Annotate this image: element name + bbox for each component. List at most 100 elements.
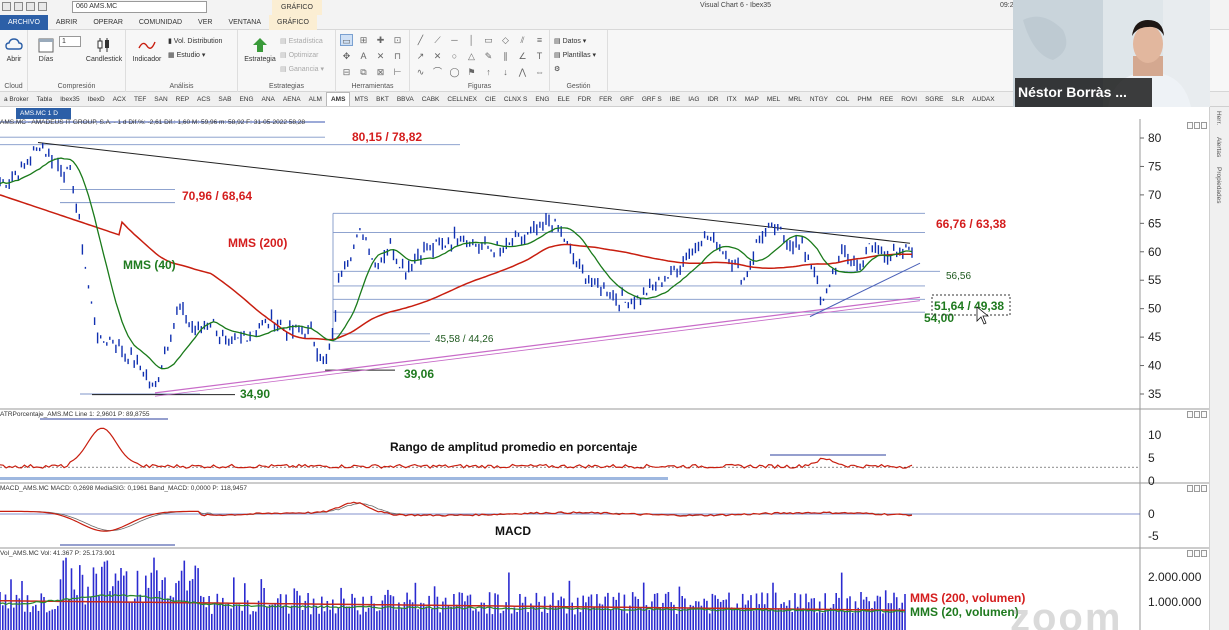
close-icon[interactable] [1201, 122, 1207, 129]
menu-ver[interactable]: VER [198, 19, 213, 26]
menu-grafico[interactable]: GRÁFICO [269, 15, 317, 30]
symbol-tab[interactable]: COL [835, 96, 850, 103]
symbol-tab[interactable]: GRF [620, 96, 634, 103]
hand-tool-icon[interactable]: ✥ [342, 51, 351, 61]
symbol-tab[interactable]: GRF S [641, 96, 662, 103]
symbol-tab[interactable]: CIE [485, 96, 496, 103]
menu-ventana[interactable]: VENTANA [228, 19, 261, 26]
symbol-tab[interactable]: IBE [669, 96, 681, 103]
minimize-icon[interactable] [1187, 485, 1193, 492]
symbol-tab[interactable]: MRL [788, 96, 802, 103]
symbol-tab[interactable]: ALM [308, 96, 322, 103]
symbol-tab[interactable]: SAB [218, 96, 232, 103]
symbol-tab[interactable]: ELE [557, 96, 570, 103]
crosshair-tool-icon[interactable]: ✚ [376, 35, 385, 45]
zoom-tool-icon[interactable]: ⊞ [359, 35, 368, 45]
symbol-tab[interactable]: MTS [354, 96, 369, 103]
close-icon[interactable] [1201, 485, 1207, 492]
period-input[interactable]: 1 [59, 36, 81, 47]
maximize-icon[interactable] [1194, 485, 1200, 492]
symbol-tab[interactable]: ROVI [901, 96, 918, 103]
symbol-tab[interactable]: REP [175, 96, 190, 103]
maximize-icon[interactable] [1194, 550, 1200, 557]
polyline-icon[interactable]: ⋀ [518, 67, 527, 77]
symbol-tab[interactable]: NTGY [809, 96, 828, 103]
symbol-tab[interactable]: CELLNEX [447, 96, 478, 103]
menu-archivo[interactable]: ARCHIVO [0, 15, 48, 30]
symbol-tab[interactable]: BKT [376, 96, 389, 103]
symbol-tab[interactable]: MAP [744, 96, 759, 103]
abrir-button[interactable]: Abrir [2, 36, 26, 63]
estudio-button[interactable]: ▦ Estudio ▾ [168, 52, 206, 59]
estrategia-button[interactable]: Estrategia [242, 36, 278, 63]
diamond-icon[interactable]: ◇ [502, 35, 509, 45]
menu-abrir[interactable]: ABRIR [55, 19, 78, 26]
chart-document-tab[interactable]: AMS.MC 1 D [16, 108, 71, 119]
symbol-tab[interactable]: ENG [535, 96, 550, 103]
symbol-tab[interactable]: AUDAX [972, 96, 995, 103]
symbol-tab[interactable]: IAG [688, 96, 700, 103]
grafico-context-tab[interactable]: GRÁFICO [272, 0, 322, 15]
up-arrow-icon[interactable]: ↑ [486, 67, 491, 77]
symbol-tab[interactable]: CABK [421, 96, 440, 103]
symbol-tab[interactable]: ACX [112, 96, 127, 103]
dias-button[interactable]: Días [34, 36, 58, 63]
hline-icon[interactable]: ─ [451, 35, 458, 45]
symbol-tab[interactable]: ACS [197, 96, 211, 103]
symbol-tab[interactable]: ANA [261, 96, 275, 103]
rectangle-icon[interactable]: ▭ [484, 35, 493, 45]
estadistica-button[interactable]: ▤ Estadística [280, 38, 323, 45]
redo-icon[interactable] [26, 2, 35, 11]
close-icon[interactable] [1201, 550, 1207, 557]
circle-icon[interactable]: ◯ [449, 67, 460, 77]
symbol-tab[interactable]: ITX [726, 96, 737, 103]
ray-icon[interactable]: ⟋ [434, 35, 441, 45]
plantillas-button[interactable]: ▤ Plantillas ▾ [554, 52, 597, 59]
arc-icon[interactable]: ⌒ [432, 67, 442, 77]
close-icon[interactable] [1201, 411, 1207, 418]
cursor-tool-icon[interactable]: ▭ [340, 34, 353, 46]
symbol-tab[interactable]: FDR [577, 96, 592, 103]
symbol-tab[interactable]: CLNX S [503, 96, 528, 103]
fibo-icon[interactable]: ≡ [536, 35, 543, 45]
symbol-tab[interactable]: a Broker [4, 96, 29, 103]
ellipse-icon[interactable]: ○ [451, 51, 458, 61]
side-tab-propiedades[interactable]: Propiedades [1215, 167, 1222, 204]
menu-comunidad[interactable]: COMUNIDAD [138, 19, 183, 26]
vol-distribution-button[interactable]: ▮ Vol. Distribution [168, 38, 223, 45]
minimize-icon[interactable] [1187, 550, 1193, 557]
symbol-tab[interactable]: Tabla [36, 96, 53, 103]
settings-icon[interactable]: ⚙ [554, 66, 561, 73]
datos-button[interactable]: ▤ Datos ▾ [554, 38, 587, 45]
symbol-tab[interactable]: SLR [951, 96, 965, 103]
maximize-icon[interactable] [1194, 411, 1200, 418]
symbol-combo[interactable]: 060 AMS.MC [72, 1, 207, 13]
symbol-tab[interactable]: IbexD [87, 96, 105, 103]
menu-operar[interactable]: OPERAR [93, 19, 123, 26]
vline-icon[interactable]: │ [468, 35, 475, 45]
arrow-icon[interactable]: ↗ [416, 51, 425, 61]
magnet-tool-icon[interactable]: ⊓ [393, 51, 402, 61]
channel-icon[interactable]: ⫽ [520, 35, 525, 45]
save-icon[interactable] [2, 2, 11, 11]
parallel-icon[interactable]: ∥ [503, 51, 508, 61]
text-box-icon[interactable]: T [536, 51, 543, 61]
symbol-tab[interactable]: SGRE [925, 96, 944, 103]
symbol-tab[interactable]: AMS [325, 92, 351, 106]
cross-icon[interactable]: ✕ [433, 51, 442, 61]
ganancia-button[interactable]: ▤ Ganancia ▾ [280, 66, 324, 73]
symbol-tab[interactable]: REE [879, 96, 894, 103]
symbol-tab[interactable]: BBVA [396, 96, 414, 103]
symbol-tab[interactable]: ENG [239, 96, 254, 103]
lock-tool-icon[interactable]: ⊠ [376, 67, 385, 77]
flag-icon[interactable]: ⚑ [467, 67, 476, 77]
maximize-icon[interactable] [1194, 122, 1200, 129]
side-tab-herr[interactable]: Herr. [1215, 111, 1222, 126]
symbol-tab[interactable]: SAN [154, 96, 168, 103]
delete-tool-icon[interactable]: ✕ [376, 51, 385, 61]
symbol-tab[interactable]: TEF [134, 96, 147, 103]
grid-tool-icon[interactable]: ⊟ [342, 67, 351, 77]
gann-icon[interactable]: ∠ [518, 51, 527, 61]
text-tool-icon[interactable]: A [360, 51, 367, 61]
